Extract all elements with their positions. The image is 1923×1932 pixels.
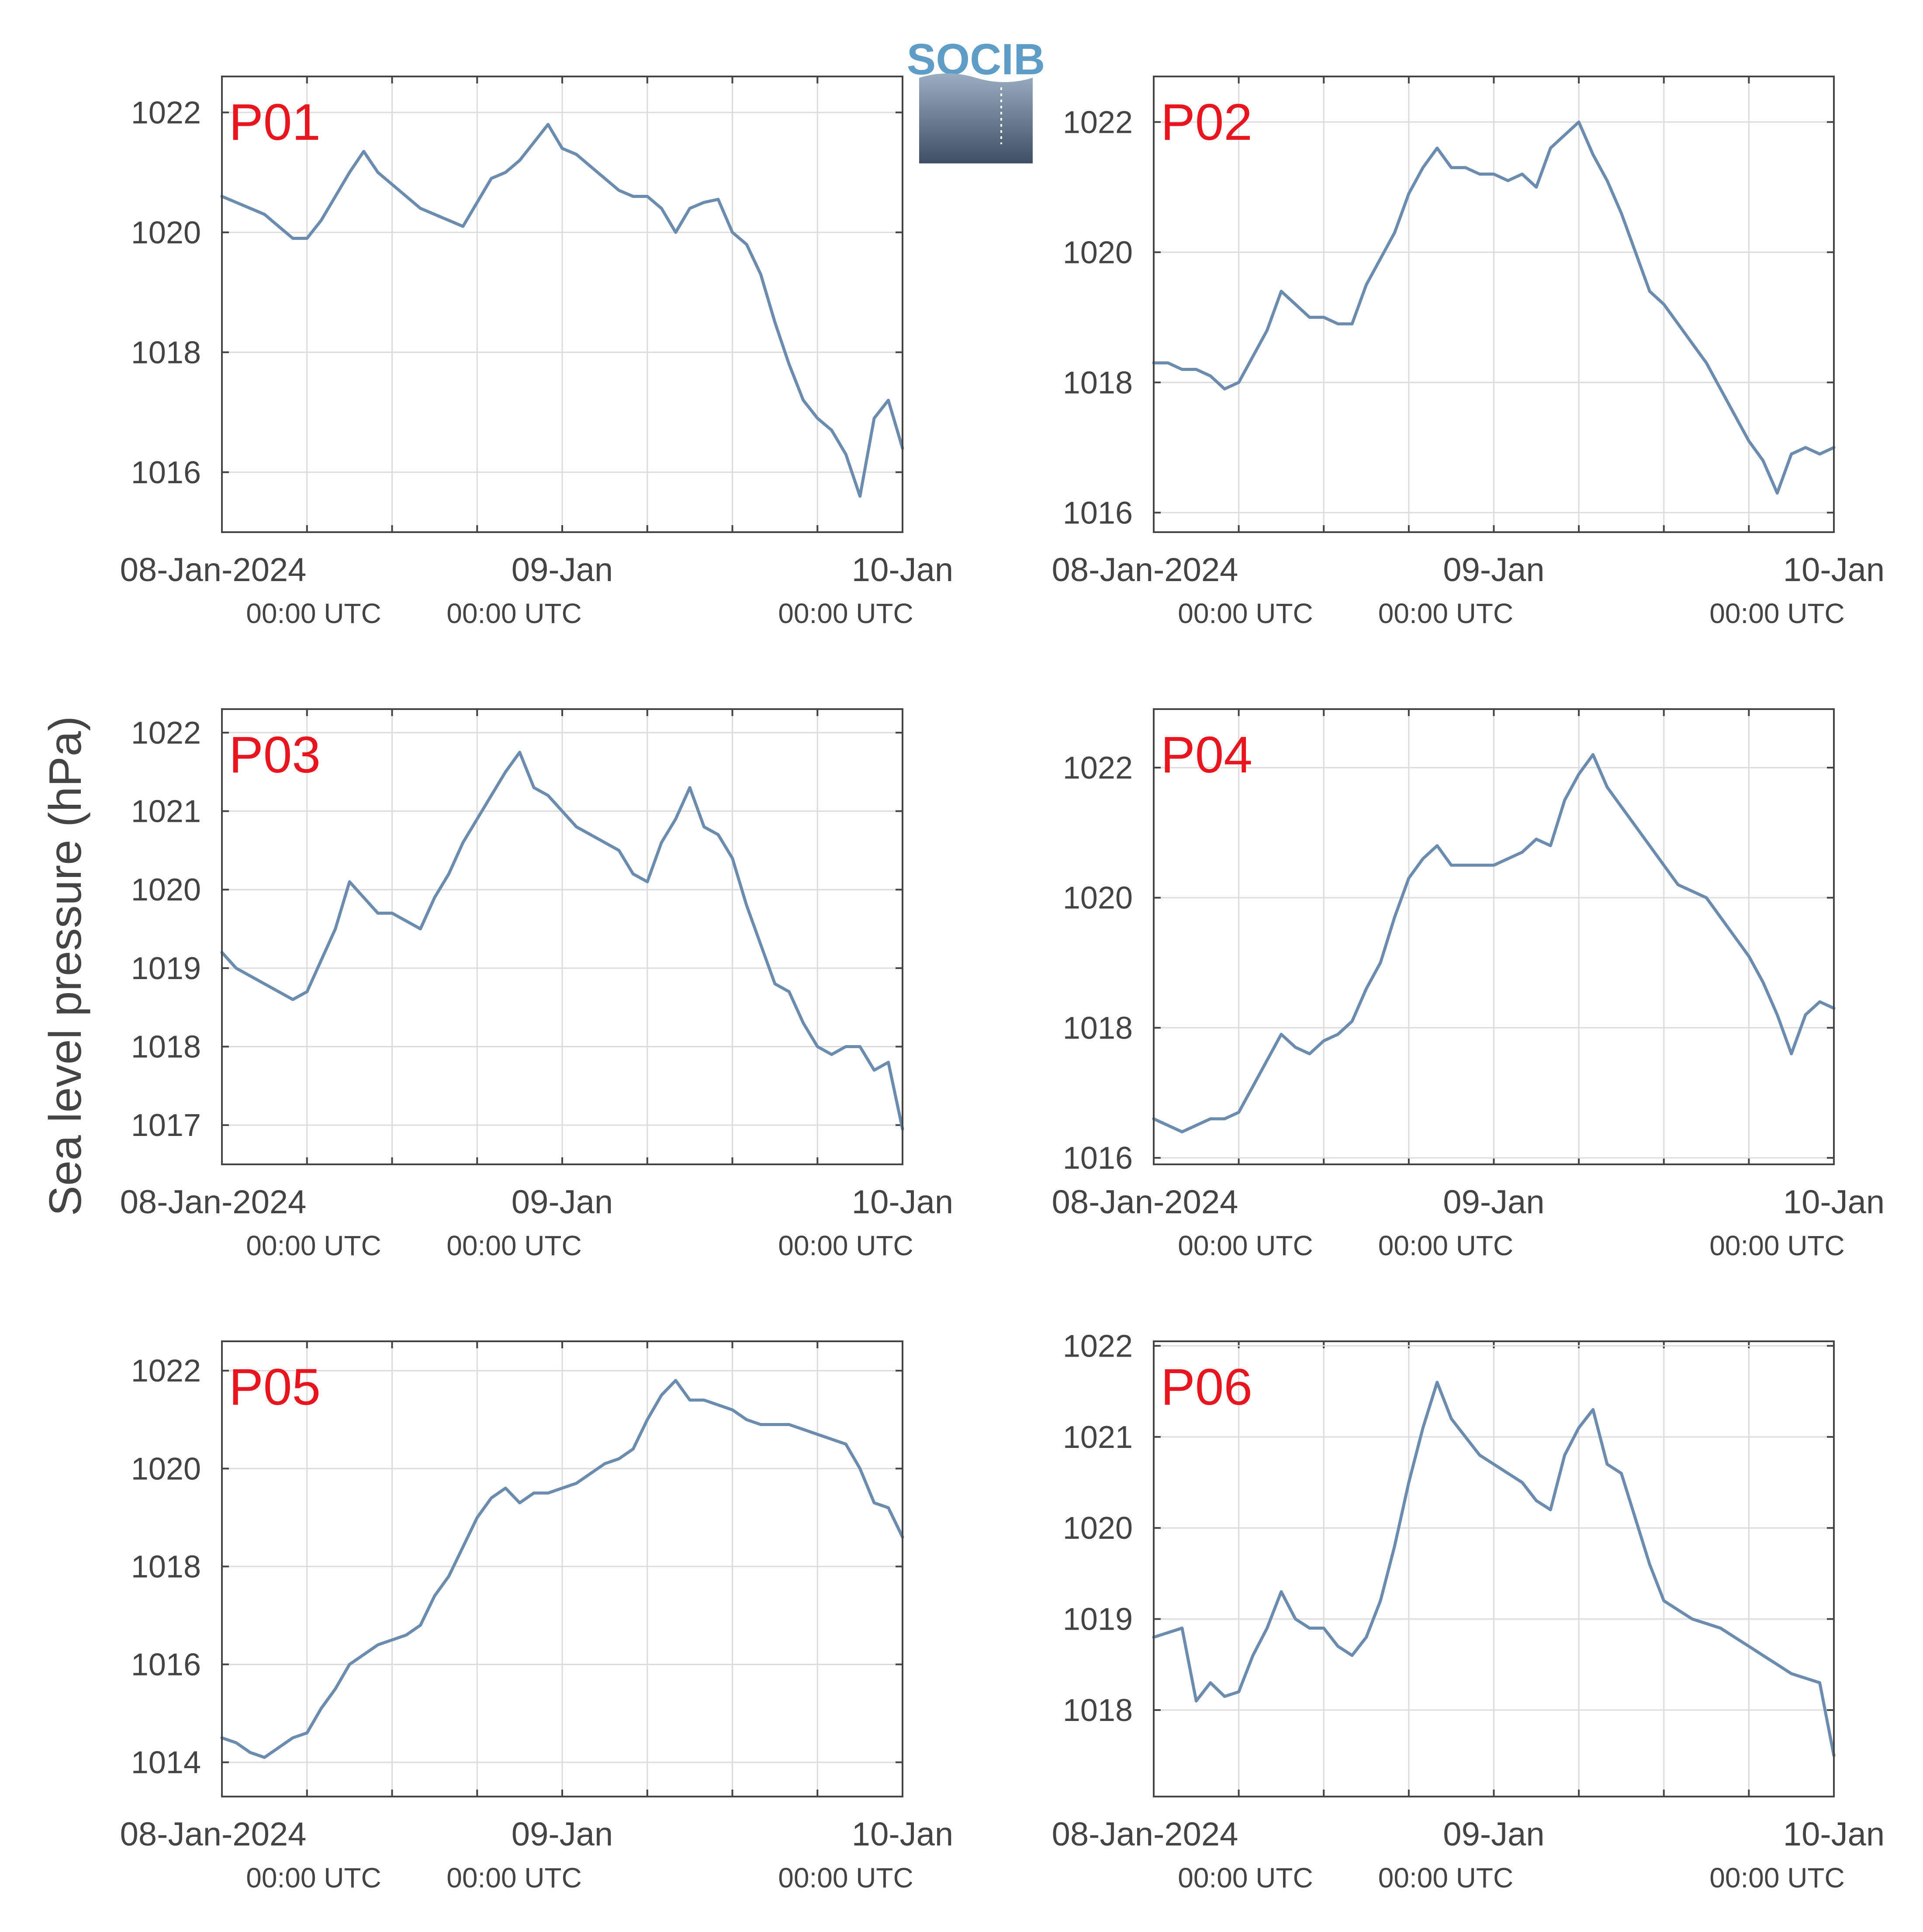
y-tick-label: 1017	[131, 1108, 201, 1143]
x-tick-label: 10-Jan	[852, 551, 953, 589]
pressure-series-line	[1152, 1381, 1836, 1757]
y-tick-label: 1022	[131, 95, 201, 130]
y-axis-label: Sea level pressure (hPa)	[40, 716, 91, 1216]
x-tick-label: 10-Jan	[1783, 1816, 1885, 1853]
x-tick-sublabel: 00:00 UTC	[446, 1230, 581, 1261]
x-tick-label: 10-Jan	[1783, 1184, 1885, 1221]
x-tick-label: 10-Jan	[1783, 551, 1885, 589]
x-tick-sublabel: 00:00 UTC	[1709, 598, 1844, 629]
y-tick-label: 1022	[1063, 1329, 1133, 1364]
y-tick-label: 1019	[131, 951, 201, 986]
x-tick-sublabel: 00:00 UTC	[446, 1862, 581, 1894]
chart-panel-p04: 1016 1018 1020 1022 P04 08-Jan-2024 00:00 UTC 0…	[1052, 708, 1885, 1261]
chart-panel-p01: 1016 1018 1020 1022 P01 08-Jan-2024 00:00 UTC 0…	[120, 76, 953, 629]
x-tick-sublabel: 00:00 UTC	[246, 598, 381, 629]
x-tick-label: 08-Jan-2024	[1052, 1816, 1238, 1853]
x-tick-sublabel: 00:00 UTC	[1178, 598, 1313, 629]
logo-wave-block	[919, 73, 1033, 163]
y-tick-label: 1021	[1063, 1420, 1133, 1455]
x-tick-label: 09-Jan	[512, 551, 613, 589]
x-tick-label: 08-Jan-2024	[120, 1816, 307, 1853]
y-tick-label: 1022	[131, 716, 201, 751]
x-tick-sublabel: 00:00 UTC	[1378, 598, 1513, 629]
y-tick-label: 1018	[131, 335, 201, 370]
y-tick-label: 1016	[1063, 1141, 1133, 1176]
axes-frame	[221, 1340, 903, 1797]
chart-panel-p06: 1018 1019 1020 1021 1022 P06 08-Jan-2024 00:00 …	[1052, 1329, 1885, 1894]
y-tick-label: 1020	[131, 873, 201, 907]
x-tick-label: 09-Jan	[512, 1184, 613, 1221]
panel-label: P06	[1161, 1358, 1252, 1416]
chart-panel-p02: 1016 1018 1020 1022 P02 08-Jan-2024 00:00 UTC 0…	[1052, 76, 1885, 629]
y-tick-label: 1019	[1063, 1602, 1133, 1637]
panel-label: P01	[229, 93, 321, 151]
y-tick-label: 1016	[131, 1647, 201, 1682]
y-tick-label: 1018	[131, 1549, 201, 1584]
x-tick-sublabel: 00:00 UTC	[1378, 1230, 1513, 1261]
x-tick-label: 10-Jan	[852, 1816, 953, 1853]
y-tick-label: 1022	[1063, 751, 1133, 786]
y-tick-label: 1020	[131, 1451, 201, 1486]
x-tick-sublabel: 00:00 UTC	[1709, 1230, 1844, 1261]
x-tick-sublabel: 00:00 UTC	[246, 1862, 381, 1894]
x-tick-label: 09-Jan	[1443, 1184, 1544, 1221]
y-tick-label: 1016	[1063, 495, 1133, 530]
y-tick-label: 1014	[131, 1745, 201, 1780]
x-tick-label: 08-Jan-2024	[120, 551, 307, 589]
axes-frame	[221, 76, 903, 533]
y-tick-label: 1020	[1063, 235, 1133, 270]
x-tick-sublabel: 00:00 UTC	[778, 1862, 913, 1894]
panel-label: P03	[229, 726, 321, 784]
pressure-series-line	[220, 1379, 904, 1759]
y-tick-label: 1018	[131, 1030, 201, 1065]
y-tick-label: 1022	[131, 1354, 201, 1388]
y-tick-label: 1020	[1063, 1511, 1133, 1546]
axes-frame	[1153, 1340, 1835, 1797]
chart-panel-p03: 1017 1018 1019 1020 1021 1022 P03 08-Jan-2024 00…	[120, 708, 953, 1261]
x-tick-sublabel: 00:00 UTC	[1378, 1862, 1513, 1894]
x-tick-label: 10-Jan	[852, 1184, 953, 1221]
y-tick-label: 1018	[1063, 1693, 1133, 1728]
x-tick-label: 08-Jan-2024	[1052, 551, 1238, 589]
axes-frame	[221, 708, 903, 1165]
x-tick-label: 09-Jan	[1443, 1816, 1544, 1853]
x-tick-label: 08-Jan-2024	[120, 1184, 307, 1221]
y-tick-label: 1018	[1063, 365, 1133, 400]
x-tick-sublabel: 00:00 UTC	[1709, 1862, 1844, 1894]
socib-logo: SOCIB	[907, 35, 1045, 163]
y-tick-label: 1022	[1063, 105, 1133, 140]
y-tick-label: 1021	[131, 794, 201, 829]
axes-frame	[1153, 708, 1835, 1165]
y-tick-label: 1020	[1063, 881, 1133, 916]
x-tick-label: 08-Jan-2024	[1052, 1184, 1238, 1221]
chart-panel-p05: 1014 1016 1018 1020 1022 P05 08-Jan-2024 00:00 …	[120, 1340, 953, 1894]
pressure-series-line	[1152, 120, 1836, 495]
x-tick-label: 09-Jan	[1443, 551, 1544, 589]
axes-frame	[1153, 76, 1835, 533]
y-tick-label: 1018	[1063, 1011, 1133, 1046]
x-tick-sublabel: 00:00 UTC	[778, 1230, 913, 1261]
panel-label: P04	[1161, 726, 1252, 784]
x-tick-label: 09-Jan	[512, 1816, 613, 1853]
y-tick-label: 1020	[131, 215, 201, 250]
x-tick-sublabel: 00:00 UTC	[778, 598, 913, 629]
pressure-series-line	[220, 751, 904, 1131]
pressure-series-line	[1152, 753, 1836, 1134]
pressure-series-line	[220, 123, 904, 498]
panel-label: P05	[229, 1358, 321, 1416]
x-tick-sublabel: 00:00 UTC	[1178, 1862, 1313, 1894]
x-tick-sublabel: 00:00 UTC	[446, 598, 581, 629]
y-tick-label: 1016	[131, 455, 201, 490]
x-tick-sublabel: 00:00 UTC	[246, 1230, 381, 1261]
panel-label: P02	[1161, 93, 1252, 151]
x-tick-sublabel: 00:00 UTC	[1178, 1230, 1313, 1261]
